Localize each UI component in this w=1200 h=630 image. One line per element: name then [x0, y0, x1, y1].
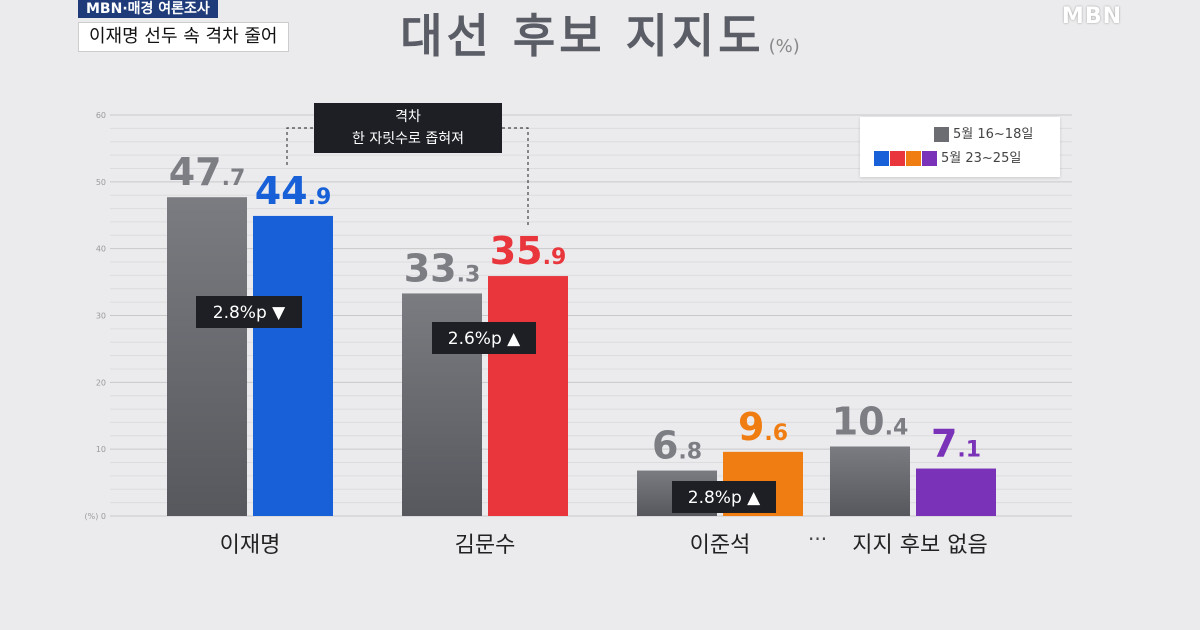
y-tick-label: (%) 0 — [85, 512, 106, 521]
value-label: 10.4 — [832, 399, 909, 443]
gap-connector — [286, 127, 529, 225]
connector-line-left — [286, 127, 314, 165]
legend-swatch-blue — [874, 151, 889, 166]
callout-line2: 한 자릿수로 좁혀져 — [352, 131, 464, 147]
legend-swatch-gray — [934, 127, 949, 142]
value-label: 44.9 — [255, 169, 332, 213]
y-tick-label: 10 — [96, 445, 106, 454]
y-tick-label: 20 — [96, 378, 106, 387]
broadcast-tag: MBN·매경 여론조사 — [78, 0, 218, 18]
legend-item-first: 5월 16~18일 — [934, 127, 1033, 143]
legend-swatch-red — [890, 151, 905, 166]
category-label: 이재명 — [219, 533, 281, 558]
category-label: 지지 후보 없음 — [852, 533, 988, 558]
value-label: 33.3 — [404, 246, 481, 290]
value-label: 9.6 — [738, 405, 788, 449]
change-badge-text: 2.6%p ▲ — [448, 329, 521, 349]
legend-label-second: 5월 23~25일 — [941, 151, 1022, 166]
category-label: 이준석 — [689, 533, 751, 558]
legend-label-first: 5월 16~18일 — [953, 127, 1034, 142]
legend-swatch-orange — [906, 151, 921, 166]
change-badge-text: 2.8%p ▲ — [688, 488, 761, 508]
change-badge — [432, 322, 536, 354]
callout-line1: 격차 — [395, 109, 421, 125]
change-badge-text: 2.8%p ▼ — [213, 303, 286, 323]
value-label: 47.7 — [169, 150, 246, 194]
y-tick-label: 50 — [96, 178, 106, 187]
chart-unit: (%) — [768, 36, 800, 57]
chart-title-text: 대선 후보 지지도 — [400, 9, 765, 63]
bar — [830, 446, 910, 516]
bar — [253, 215, 333, 516]
value-label: 6.8 — [652, 424, 702, 468]
gap-callout: 격차 한 자릿수로 좁혀져 — [314, 103, 502, 153]
bar — [488, 276, 568, 516]
chart-title: 대선 후보 지지도 (%) — [0, 0, 1200, 66]
value-label: 35.9 — [490, 229, 567, 273]
bar — [167, 197, 247, 516]
connector-line-right — [502, 127, 529, 225]
category-label: 김문수 — [454, 533, 516, 558]
legend-swatch-purple — [922, 151, 937, 166]
broadcast-subtitle: 이재명 선두 속 격차 줄어 — [78, 22, 289, 52]
mbn-logo: MBN — [1061, 4, 1122, 29]
y-tick-label: 30 — [96, 312, 106, 321]
bar — [916, 468, 996, 516]
ellipsis: ··· — [808, 527, 828, 551]
legend: 5월 16~18일 5월 23~25일 — [860, 117, 1060, 177]
change-badge — [196, 296, 302, 328]
bars — [167, 197, 996, 516]
change-badge — [672, 481, 776, 513]
value-labels: 47.7 44.9 33.335.9 6.8 9.6 10.4 7.1 2.8%p ▼ 2.6%… — [169, 150, 981, 513]
value-label: 7.1 — [931, 422, 981, 466]
legend-item-second: 5월 23~25일 — [874, 151, 1021, 167]
y-tick-label: 60 — [96, 111, 106, 120]
y-tick-label: 40 — [96, 245, 106, 254]
